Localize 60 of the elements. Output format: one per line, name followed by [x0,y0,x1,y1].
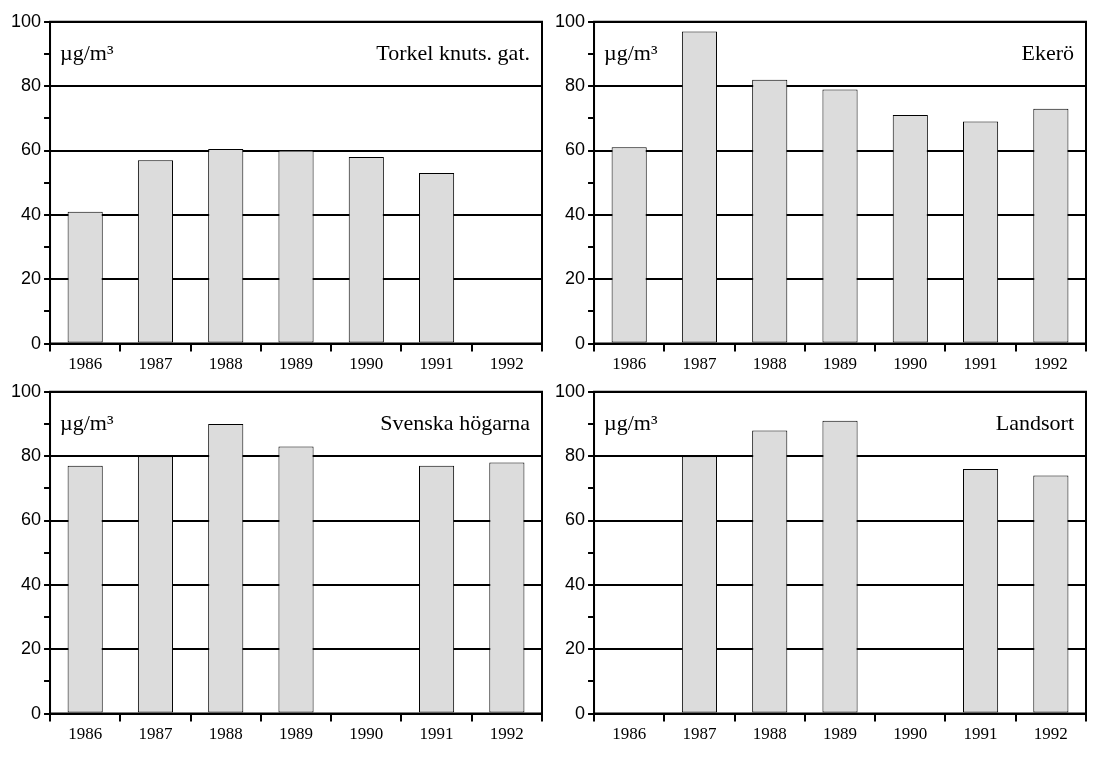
x-tick-label: 1989 [279,724,314,744]
x-tick-label: 1991 [963,724,998,744]
y-axis-title: µg/m³ [60,409,114,435]
x-tick-label: 1992 [489,354,524,374]
x-tick-label: 1986 [68,724,103,744]
x-tick-label: 1987 [682,724,717,744]
x-tick-label: 1992 [489,724,524,744]
y-tick-label: 40 [21,573,42,594]
x-tick-label: 1989 [823,724,858,744]
x-tick-label: 1990 [893,724,928,744]
y-tick-label: 20 [21,638,42,659]
y-tick-label: 60 [565,139,586,160]
y-tick-label: 0 [575,332,586,353]
y-tick-label: 40 [565,573,586,594]
y-tick-label: 80 [565,445,586,466]
x-tick-label: 1987 [138,354,173,374]
text: Landsort [995,409,1074,435]
x-tick-label: 1988 [208,354,243,374]
x-tick-label: 1987 [138,724,173,744]
x-tick-label: 1990 [349,354,384,374]
x-tick-label: 1987 [682,354,717,374]
x-tick-label: 1992 [1033,354,1068,374]
y-tick-label: 20 [21,268,42,289]
y-tick-label: 100 [10,10,42,31]
y-axis-title: µg/m³ [60,39,114,65]
y-tick-label: 20 [565,638,586,659]
y-axis-title: µg/m³ [604,39,658,65]
y-tick-label: 60 [21,139,42,160]
y-tick-label: 100 [554,10,586,31]
y-tick-label: 80 [565,75,586,96]
y-tick-label: 0 [575,702,586,723]
x-tick-label: 1990 [349,724,384,744]
y-tick-label: 0 [31,332,42,353]
x-tick-label: 1989 [279,354,314,374]
y-axis-title: µg/m³ [604,409,658,435]
text: Ekerö [1021,39,1074,65]
y-tick-label: 80 [21,75,42,96]
y-tick-label: 60 [21,509,42,530]
x-tick-label: 1990 [893,354,928,374]
x-tick-label: 1991 [419,724,454,744]
x-tick-label: 1986 [612,724,647,744]
x-tick-label: 1991 [963,354,998,374]
y-tick-label: 20 [565,268,586,289]
text: Svenska högarna [380,409,531,435]
x-tick-label: 1992 [1033,724,1068,744]
y-tick-label: 40 [565,203,586,224]
y-tick-label: 100 [554,380,586,401]
x-tick-label: 1988 [752,354,787,374]
x-tick-label: 1986 [612,354,647,374]
y-tick-label: 40 [21,203,42,224]
y-tick-label: 100 [10,380,42,401]
x-tick-label: 1988 [208,724,243,744]
x-tick-label: 1991 [419,354,454,374]
x-tick-label: 1986 [68,354,103,374]
y-tick-label: 60 [565,509,586,530]
x-tick-label: 1989 [823,354,858,374]
y-tick-label: 0 [31,702,42,723]
y-tick-label: 80 [21,445,42,466]
text: Torkel knuts. gat. [376,39,530,65]
x-tick-label: 1988 [752,724,787,744]
